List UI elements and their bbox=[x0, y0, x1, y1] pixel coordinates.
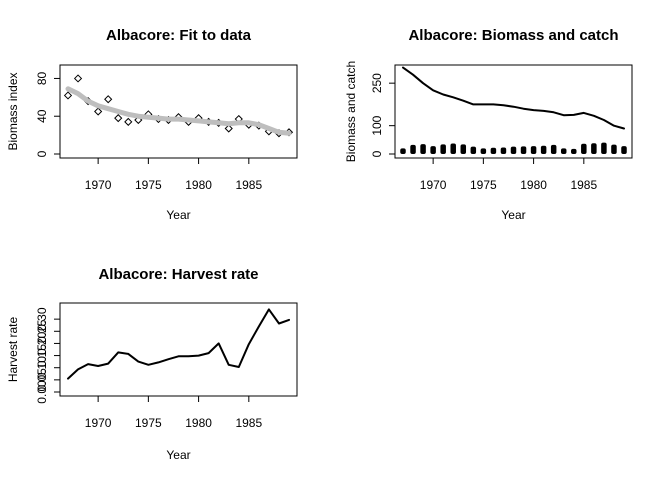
catch-bar bbox=[410, 144, 416, 154]
data-point bbox=[94, 107, 103, 116]
catch-bar bbox=[480, 148, 487, 154]
fitted-line bbox=[65, 86, 292, 136]
x-axis-label: Year bbox=[166, 448, 190, 462]
x-tick-label: 1970 bbox=[85, 178, 112, 192]
x-tick-label: 1980 bbox=[185, 416, 212, 430]
catch-bar bbox=[530, 146, 537, 154]
y-tick-label: 0 bbox=[35, 150, 49, 157]
catch-bar bbox=[611, 144, 617, 154]
catch-bar bbox=[510, 146, 517, 154]
catch-bar bbox=[591, 143, 597, 154]
y-axis: 0 100 250 bbox=[370, 73, 395, 157]
y-tick-label: 0.30 bbox=[35, 307, 49, 331]
data-point bbox=[73, 74, 83, 83]
catch-bar bbox=[500, 147, 507, 154]
catch-bar bbox=[470, 146, 477, 154]
x-tick-label: 1985 bbox=[235, 416, 262, 430]
x-tick-label: 1975 bbox=[470, 178, 497, 192]
catch-bar bbox=[460, 144, 467, 154]
plot-frame bbox=[59, 64, 298, 159]
y-axis: 0 40 80 bbox=[35, 71, 60, 157]
catch-bar bbox=[571, 148, 577, 154]
x-tick-label: 1975 bbox=[135, 416, 162, 430]
catch-bar bbox=[490, 147, 497, 154]
x-tick-label: 1975 bbox=[135, 178, 162, 192]
x-axis: 1970 1975 1980 1985 bbox=[420, 158, 597, 192]
panel-harvest-rate: Albacore: Harvest rate 1970 1975 1980 1985 Ye… bbox=[6, 266, 298, 462]
y-tick-label: 0 bbox=[370, 150, 384, 157]
y-axis-label: Biomass index bbox=[6, 72, 20, 150]
data-point bbox=[63, 91, 73, 100]
x-tick-label: 1980 bbox=[185, 178, 212, 192]
catch-bar bbox=[400, 148, 406, 154]
series-line bbox=[67, 308, 290, 380]
data-point bbox=[124, 117, 133, 126]
catch-bar bbox=[440, 144, 446, 154]
panel-fit-to-data: Albacore: Fit to data 1970 1975 1980 1985 Yea… bbox=[6, 27, 298, 222]
x-tick-label: 1970 bbox=[420, 178, 447, 192]
catch-bar bbox=[621, 146, 627, 154]
x-axis: 1970 1975 1980 1985 bbox=[85, 396, 262, 430]
y-tick-label: 40 bbox=[35, 109, 49, 123]
y-tick-label: 80 bbox=[35, 71, 49, 85]
y-axis: 0.000.050.100.150.200.250.30 bbox=[35, 307, 60, 404]
x-tick-label: 1985 bbox=[235, 178, 262, 192]
y-tick-label: 0.20 bbox=[35, 331, 49, 355]
catch-bar bbox=[430, 146, 436, 154]
chart-title: Albacore: Harvest rate bbox=[98, 266, 258, 283]
y-axis-label: Biomass and catch bbox=[344, 61, 358, 162]
chart-title: Albacore: Biomass and catch bbox=[408, 27, 618, 44]
y-tick-label: 0.25 bbox=[35, 319, 49, 343]
y-tick-label: 0.10 bbox=[35, 356, 49, 380]
plot-frame bbox=[394, 64, 633, 159]
x-tick-label: 1985 bbox=[570, 178, 597, 192]
catch-bar bbox=[581, 143, 587, 154]
x-axis: 1970 1975 1980 1985 bbox=[85, 158, 262, 192]
y-tick-label: 0.00 bbox=[35, 380, 49, 404]
catch-bar bbox=[601, 142, 607, 154]
x-tick-label: 1970 bbox=[85, 416, 112, 430]
catch-bar bbox=[540, 145, 547, 154]
catch-bars bbox=[400, 142, 627, 154]
y-axis-label: Harvest rate bbox=[6, 316, 20, 382]
data-point bbox=[114, 114, 123, 123]
y-tick-label: 100 bbox=[370, 115, 384, 135]
catch-bar bbox=[450, 143, 456, 154]
chart-title: Albacore: Fit to data bbox=[106, 27, 252, 44]
data-point bbox=[104, 95, 113, 104]
series-line bbox=[402, 66, 625, 130]
x-axis-label: Year bbox=[166, 208, 190, 222]
y-tick-label: 0.15 bbox=[35, 344, 49, 368]
catch-bar bbox=[520, 146, 527, 154]
catch-bar bbox=[560, 148, 567, 154]
catch-bar bbox=[550, 144, 557, 154]
y-tick-label: 250 bbox=[370, 73, 384, 93]
y-tick-label: 0.05 bbox=[35, 368, 49, 392]
catch-bar bbox=[420, 144, 426, 154]
plot-frame bbox=[59, 302, 298, 397]
data-point bbox=[224, 124, 233, 133]
x-tick-label: 1980 bbox=[520, 178, 547, 192]
x-axis-label: Year bbox=[501, 208, 525, 222]
